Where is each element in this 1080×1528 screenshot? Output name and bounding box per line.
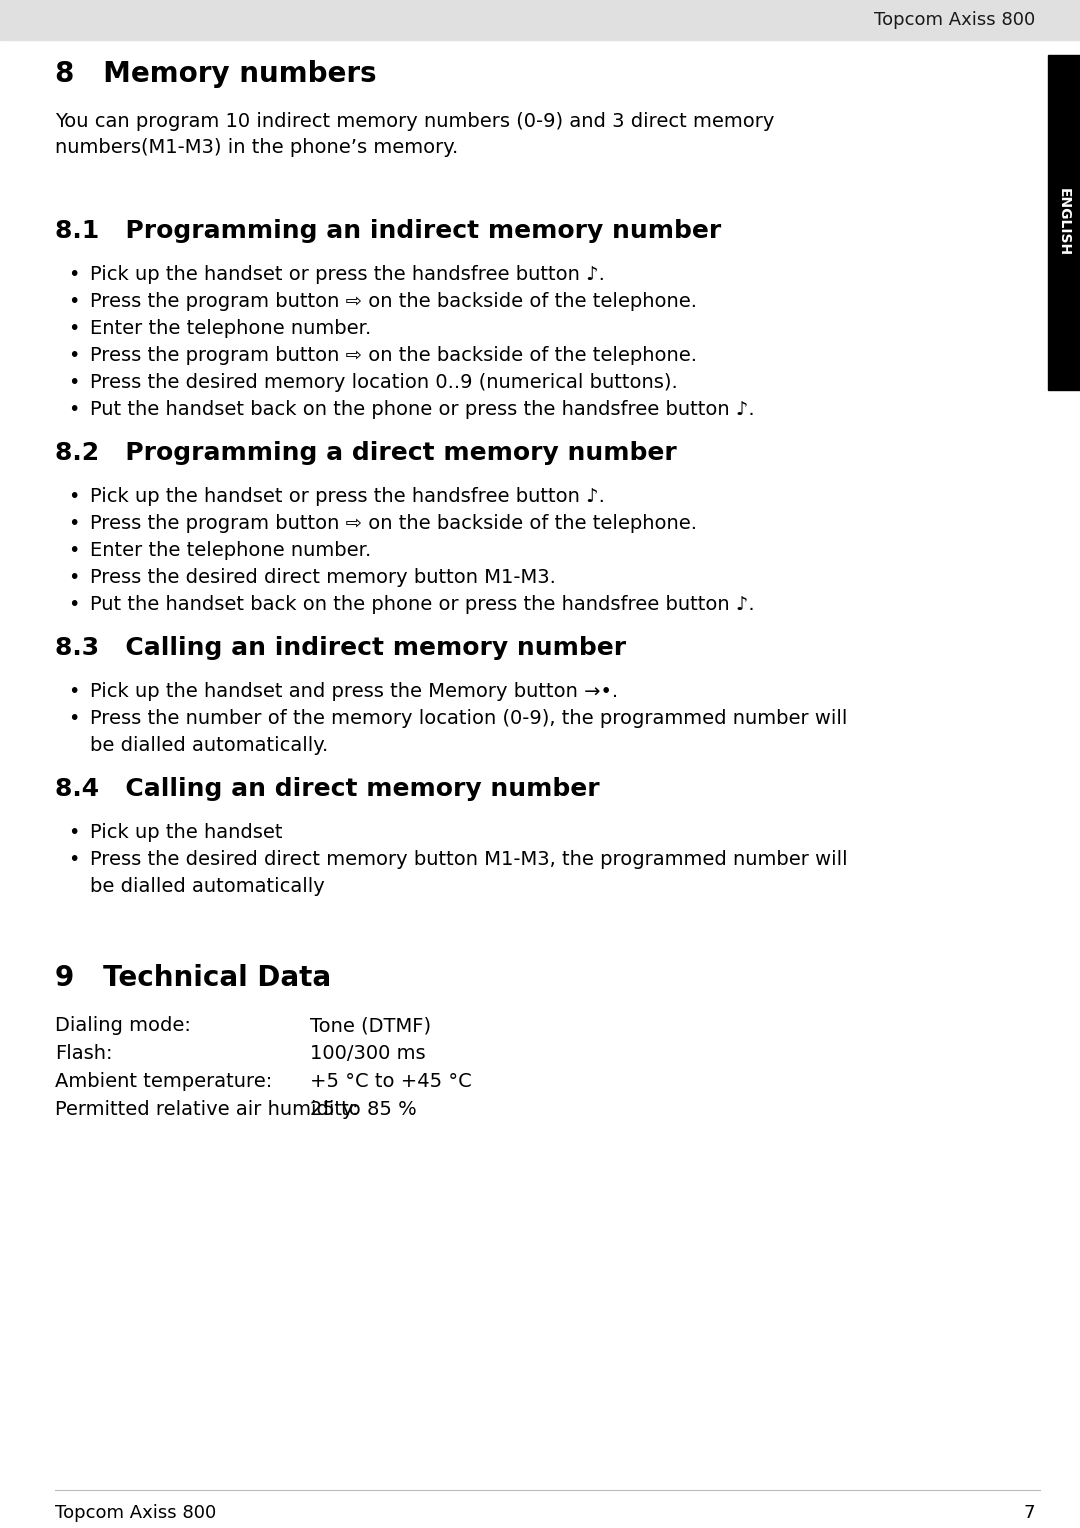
- Text: •: •: [68, 541, 79, 559]
- Text: 8.2   Programming a direct memory number: 8.2 Programming a direct memory number: [55, 442, 677, 465]
- Text: +5 °C to +45 °C: +5 °C to +45 °C: [310, 1073, 472, 1091]
- Text: Topcom Axiss 800: Topcom Axiss 800: [55, 1504, 216, 1522]
- Text: Press the program button ⇨ on the backside of the telephone.: Press the program button ⇨ on the backsi…: [90, 513, 697, 533]
- Text: ENGLISH: ENGLISH: [1057, 188, 1071, 257]
- Text: Pick up the handset or press the handsfree button ♪.: Pick up the handset or press the handsfr…: [90, 264, 605, 284]
- Text: •: •: [68, 568, 79, 587]
- Text: 9   Technical Data: 9 Technical Data: [55, 964, 332, 992]
- Text: Put the handset back on the phone or press the handsfree button ♪.: Put the handset back on the phone or pre…: [90, 400, 755, 419]
- Text: Press the desired memory location 0..9 (numerical buttons).: Press the desired memory location 0..9 (…: [90, 373, 678, 393]
- Text: •: •: [68, 824, 79, 842]
- Text: •: •: [68, 373, 79, 393]
- Bar: [1048, 55, 1080, 390]
- Text: Flash:: Flash:: [55, 1044, 112, 1063]
- Text: 8.1   Programming an indirect memory number: 8.1 Programming an indirect memory numbe…: [55, 219, 721, 243]
- Text: Topcom Axiss 800: Topcom Axiss 800: [874, 11, 1035, 29]
- Text: •: •: [68, 487, 79, 506]
- Text: •: •: [68, 264, 79, 284]
- Text: Press the program button ⇨ on the backside of the telephone.: Press the program button ⇨ on the backsi…: [90, 292, 697, 312]
- Text: Permitted relative air humidity:: Permitted relative air humidity:: [55, 1100, 359, 1118]
- Text: Press the number of the memory location (0-9), the programmed number will: Press the number of the memory location …: [90, 709, 848, 727]
- Text: Pick up the handset or press the handsfree button ♪.: Pick up the handset or press the handsfr…: [90, 487, 605, 506]
- Text: Tone (DTMF): Tone (DTMF): [310, 1016, 431, 1034]
- Text: 8   Memory numbers: 8 Memory numbers: [55, 60, 377, 89]
- Text: •: •: [68, 513, 79, 533]
- Text: 8.3   Calling an indirect memory number: 8.3 Calling an indirect memory number: [55, 636, 626, 660]
- Text: Put the handset back on the phone or press the handsfree button ♪.: Put the handset back on the phone or pre…: [90, 594, 755, 614]
- Text: be dialled automatically: be dialled automatically: [90, 877, 325, 895]
- Text: •: •: [68, 850, 79, 869]
- Text: •: •: [68, 319, 79, 338]
- Text: Press the desired direct memory button M1-M3, the programmed number will: Press the desired direct memory button M…: [90, 850, 848, 869]
- Text: Ambient temperature:: Ambient temperature:: [55, 1073, 272, 1091]
- Text: Dialing mode:: Dialing mode:: [55, 1016, 191, 1034]
- Text: 25 to 85 %: 25 to 85 %: [310, 1100, 417, 1118]
- Text: •: •: [68, 709, 79, 727]
- Text: Pick up the handset and press the Memory button →•.: Pick up the handset and press the Memory…: [90, 681, 618, 701]
- Text: •: •: [68, 681, 79, 701]
- Text: •: •: [68, 292, 79, 312]
- Text: •: •: [68, 594, 79, 614]
- Text: Press the program button ⇨ on the backside of the telephone.: Press the program button ⇨ on the backsi…: [90, 345, 697, 365]
- Text: be dialled automatically.: be dialled automatically.: [90, 736, 328, 755]
- Text: •: •: [68, 400, 79, 419]
- Text: •: •: [68, 345, 79, 365]
- Bar: [0, 0, 1080, 40]
- Text: You can program 10 indirect memory numbers (0-9) and 3 direct memory: You can program 10 indirect memory numbe…: [55, 112, 774, 131]
- Text: Enter the telephone number.: Enter the telephone number.: [90, 319, 372, 338]
- Text: Pick up the handset: Pick up the handset: [90, 824, 283, 842]
- Text: numbers(M1-M3) in the phone’s memory.: numbers(M1-M3) in the phone’s memory.: [55, 138, 458, 157]
- Text: 8.4   Calling an direct memory number: 8.4 Calling an direct memory number: [55, 778, 599, 801]
- Text: 100/300 ms: 100/300 ms: [310, 1044, 426, 1063]
- Text: 7: 7: [1024, 1504, 1035, 1522]
- Text: Enter the telephone number.: Enter the telephone number.: [90, 541, 372, 559]
- Text: Press the desired direct memory button M1-M3.: Press the desired direct memory button M…: [90, 568, 556, 587]
